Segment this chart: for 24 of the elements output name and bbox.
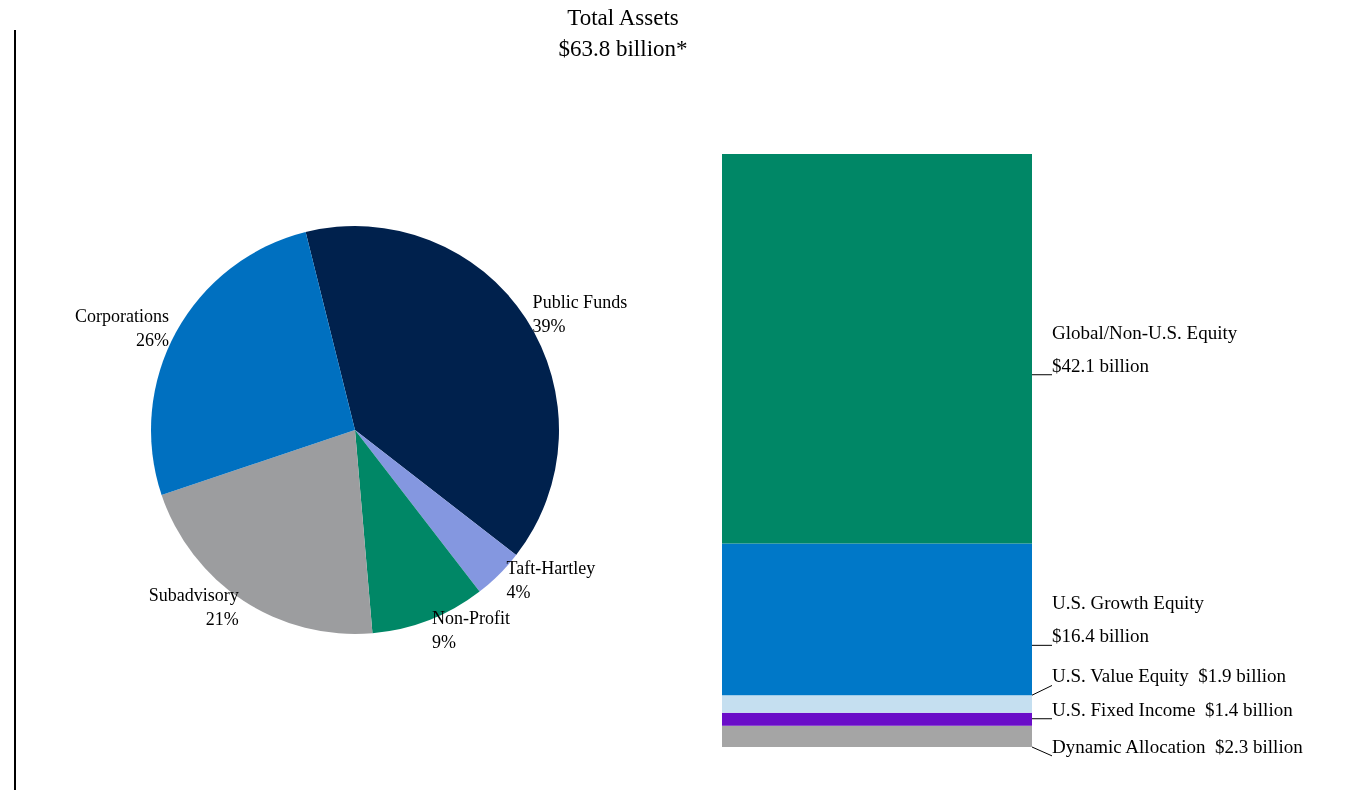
slice-label: Non-Profit (431, 608, 510, 629)
bar (722, 695, 1032, 713)
text: Dynamic Allocation $2.3 billion (1052, 735, 1303, 757)
data-label: 4% (506, 582, 531, 603)
data-label: 9% (431, 632, 456, 653)
slice-label: Corporations (75, 306, 170, 327)
bar (722, 154, 1032, 544)
data-label: 26% (136, 330, 170, 351)
slice-label: Subadvisory (148, 585, 239, 606)
text: U.S. Fixed Income $1.4 billion (1052, 698, 1293, 720)
data-label: $42.1 billion (1052, 354, 1150, 376)
series-label: Global/Non-U.S. Equity (1052, 321, 1238, 343)
chart-title: Total Assets (566, 4, 680, 32)
bar (722, 712, 1032, 726)
data-label: $16.4 billion (1052, 625, 1150, 647)
chart-subtitle: $63.8 billion* (557, 35, 689, 63)
slice-label: Taft-Hartley (506, 558, 596, 579)
data-label: 39% (532, 316, 566, 337)
text: U.S. Value Equity $1.9 billion (1052, 665, 1286, 687)
data-label: 21% (205, 609, 239, 630)
series-label: U.S. Growth Equity (1052, 592, 1205, 614)
slice-label: Public Funds (532, 292, 628, 313)
bar (722, 543, 1032, 696)
bar (722, 725, 1032, 747)
